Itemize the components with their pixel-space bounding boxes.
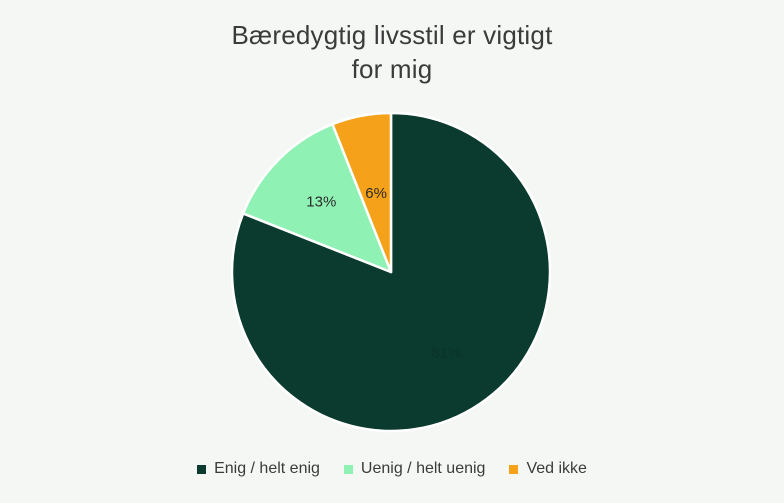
data-label-uenig: 13% bbox=[306, 193, 336, 210]
legend-label-uenig: Uenig / helt uenig bbox=[360, 460, 486, 477]
legend-item-ved-ikke[interactable]: Ved ikke bbox=[509, 460, 587, 478]
legend-label-enig: Enig / helt enig bbox=[214, 460, 320, 477]
data-label-enig: 81% bbox=[431, 344, 461, 361]
pie-slice-uenig[interactable] bbox=[241, 122, 393, 274]
pie-slices bbox=[230, 111, 552, 433]
pie-slice-ved-ikke[interactable] bbox=[331, 111, 393, 274]
chart-title: Bæredygtig livsstil er vigtigt for mig bbox=[142, 18, 642, 86]
legend-swatch-uenig bbox=[343, 464, 353, 474]
legend-swatch-ved-ikke bbox=[509, 464, 519, 474]
legend-item-enig[interactable]: Enig / helt enig bbox=[197, 460, 320, 478]
legend-item-uenig[interactable]: Uenig / helt uenig bbox=[343, 460, 486, 478]
data-label-ved-ikke: 6% bbox=[365, 185, 387, 202]
chart-title-line-2: for mig bbox=[351, 54, 433, 84]
legend-label-ved-ikke: Ved ikke bbox=[526, 460, 587, 477]
legend-swatch-enig bbox=[197, 464, 207, 474]
chart-title-line-1: Bæredygtig livsstil er vigtigt bbox=[231, 20, 553, 50]
pie-labels: 81% 13% 6% bbox=[306, 185, 461, 362]
chart-legend: Enig / helt enig Uenig / helt uenig Ved … bbox=[0, 460, 784, 478]
